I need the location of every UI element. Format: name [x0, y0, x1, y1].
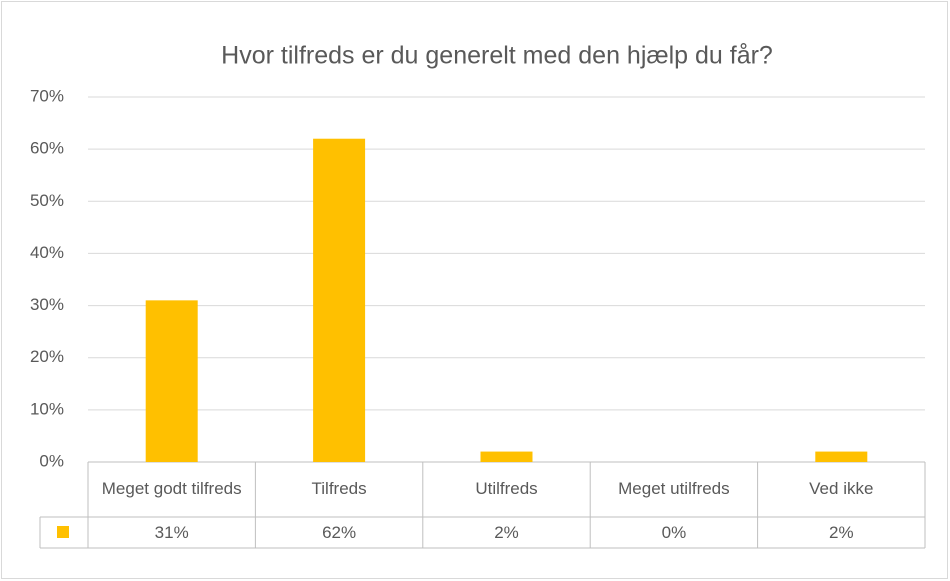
table-value: 0%	[662, 523, 687, 542]
y-tick-label: 40%	[30, 243, 64, 262]
x-tick-label: Utilfreds	[475, 479, 537, 498]
y-tick-label: 10%	[30, 399, 64, 418]
bar	[145, 300, 198, 462]
x-tick-label: Meget godt tilfreds	[102, 479, 242, 498]
y-tick-label: 60%	[30, 139, 64, 158]
table-value: 62%	[322, 523, 356, 542]
table-value: 2%	[494, 523, 519, 542]
bar	[313, 138, 366, 462]
bar	[480, 451, 533, 462]
table-value: 2%	[829, 523, 854, 542]
y-tick-label: 0%	[39, 451, 64, 470]
y-tick-label: 70%	[30, 86, 64, 105]
chart-title: Hvor tilfreds er du generelt med den hjæ…	[221, 42, 773, 70]
table-value: 31%	[155, 523, 189, 542]
y-tick-label: 50%	[30, 191, 64, 210]
x-tick-label: Ved ikke	[809, 479, 873, 498]
x-tick-label: Tilfreds	[312, 479, 367, 498]
y-tick-label: 20%	[30, 347, 64, 366]
bar	[815, 451, 868, 462]
y-tick-label: 30%	[30, 295, 64, 314]
x-tick-label: Meget utilfreds	[618, 479, 730, 498]
legend-key	[57, 526, 69, 538]
